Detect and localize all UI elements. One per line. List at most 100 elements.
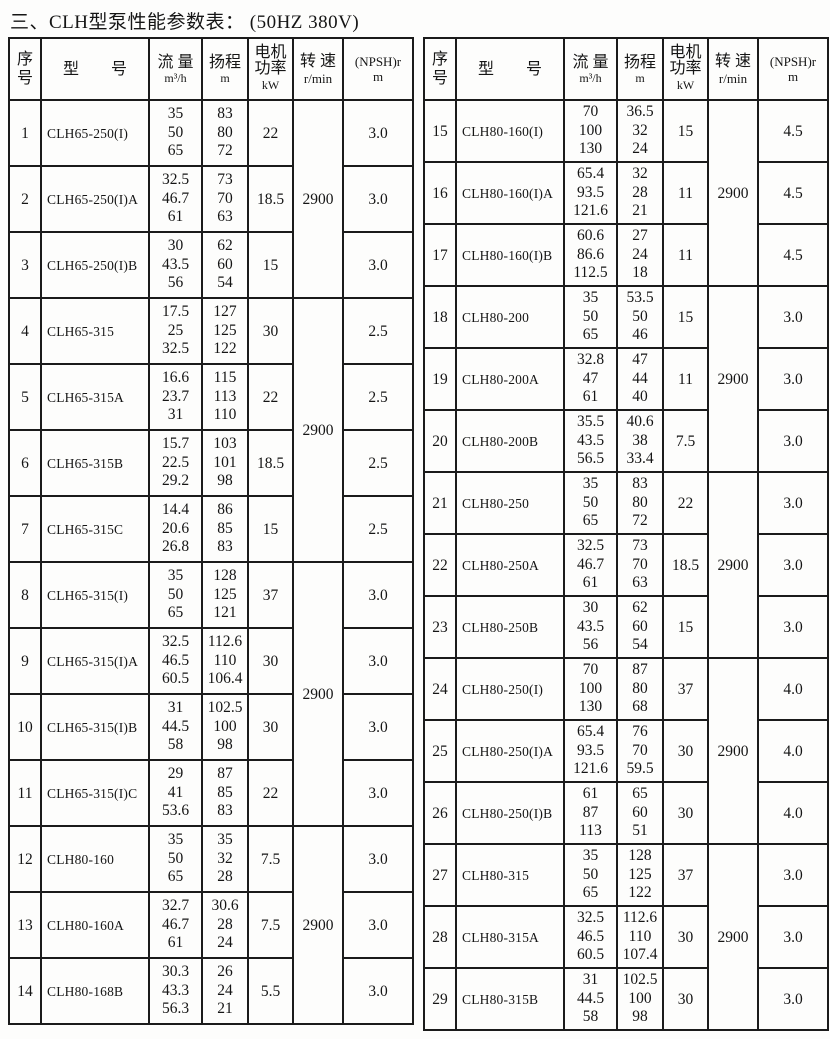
table-row: 8 CLH65-315(I) 35 50 65 128 125 121 37 2900 3.0	[8, 561, 414, 827]
model-cell: CLH80-250A	[455, 533, 565, 597]
head-cell: 127 125 122	[201, 297, 249, 365]
row-index-cell: 15	[423, 99, 457, 163]
head-cell: 47 44 40	[616, 347, 664, 411]
model-cell: CLH80-315	[455, 843, 565, 907]
model-cell: CLH80-200A	[455, 347, 565, 411]
head-cell: 27 24 18	[616, 223, 664, 287]
row-index-cell: 14	[8, 957, 42, 1025]
table-row: 14 CLH80-168B 30.3 43.3 56.3 26 24 21 5.5 3.0	[8, 957, 414, 1025]
flow-cell: 61 87 113	[563, 781, 618, 845]
power-cell: 37	[662, 657, 709, 721]
flow-cell: 30 43.5 56	[563, 595, 618, 659]
table-row: 6 CLH65-315B 15.7 22.5 29.2 103 101 98 18.5 2.5	[8, 429, 414, 497]
power-cell: 7.5	[247, 825, 294, 893]
npsh-cell: 4.0	[757, 719, 829, 783]
power-cell: 30	[662, 967, 709, 1031]
row-index-cell: 4	[8, 297, 42, 365]
model-cell: CLH65-250(I)	[40, 99, 150, 167]
col-header-power: 电机 功率 kW	[247, 37, 294, 101]
flow-cell: 14.4 20.6 26.8	[148, 495, 203, 563]
col-header-power: 电机 功率 kW	[662, 37, 709, 101]
head-cell: 102.5 100 98	[616, 967, 664, 1031]
head-cell: 102.5 100 98	[201, 693, 249, 761]
power-cell: 15	[247, 231, 294, 299]
row-index-cell: 5	[8, 363, 42, 431]
flow-cell: 32.7 46.7 61	[148, 891, 203, 959]
power-cell: 18.5	[247, 165, 294, 233]
npsh-cell: 3.0	[757, 533, 829, 597]
table-row: 19 CLH80-200A 32.8 47 61 47 44 40 11 3.0	[423, 347, 829, 411]
head-cell: 83 80 72	[201, 99, 249, 167]
model-cell: CLH80-315B	[455, 967, 565, 1031]
speed-cell: 2900	[292, 297, 344, 563]
col-header-speed: 转 速 r/min	[707, 37, 759, 101]
power-cell: 22	[247, 759, 294, 827]
table-row: 23 CLH80-250B 30 43.5 56 62 60 54 15 3.0	[423, 595, 829, 659]
head-cell: 128 125 122	[616, 843, 664, 907]
head-cell: 26 24 21	[201, 957, 249, 1025]
row-index-cell: 18	[423, 285, 457, 349]
flow-cell: 35 50 65	[563, 843, 618, 907]
model-cell: CLH80-160(I)A	[455, 161, 565, 225]
npsh-cell: 3.0	[342, 231, 414, 299]
head-cell: 36.5 32 24	[616, 99, 664, 163]
flow-cell: 70 100 130	[563, 99, 618, 163]
row-index-cell: 2	[8, 165, 42, 233]
power-cell: 22	[247, 363, 294, 431]
power-cell: 37	[662, 843, 709, 907]
model-cell: CLH65-315(I)A	[40, 627, 150, 695]
table-row: 11 CLH65-315(I)C 29 41 53.6 87 85 83 22 3.0	[8, 759, 414, 827]
row-index-cell: 27	[423, 843, 457, 907]
npsh-cell: 4.0	[757, 657, 829, 721]
power-cell: 30	[247, 627, 294, 695]
head-cell: 40.6 38 33.4	[616, 409, 664, 473]
npsh-cell: 2.5	[342, 495, 414, 563]
row-index-cell: 25	[423, 719, 457, 783]
power-cell: 15	[662, 595, 709, 659]
flow-cell: 31 44.5 58	[148, 693, 203, 761]
table-row: 24 CLH80-250(I) 70 100 130 87 80 68 37 2900 4.0	[423, 657, 829, 845]
flow-cell: 35.5 43.5 56.5	[563, 409, 618, 473]
flow-cell: 30 43.5 56	[148, 231, 203, 299]
power-cell: 15	[662, 285, 709, 349]
head-cell: 62 60 54	[201, 231, 249, 299]
head-cell: 87 85 83	[201, 759, 249, 827]
head-cell: 112.6 110 107.4	[616, 905, 664, 969]
table-row: 18 CLH80-200 35 50 65 53.5 50 46 15 2900 3.0	[423, 285, 829, 473]
flow-cell: 70 100 130	[563, 657, 618, 721]
flow-cell: 32.5 46.7 61	[148, 165, 203, 233]
model-cell: CLH80-250(I)	[455, 657, 565, 721]
power-cell: 30	[662, 781, 709, 845]
row-index-cell: 9	[8, 627, 42, 695]
head-cell: 76 70 59.5	[616, 719, 664, 783]
power-cell: 7.5	[662, 409, 709, 473]
model-cell: CLH65-315	[40, 297, 150, 365]
model-cell: CLH80-200B	[455, 409, 565, 473]
col-header-index: 序 号	[423, 37, 457, 101]
power-cell: 30	[662, 719, 709, 783]
model-cell: CLH80-160(I)B	[455, 223, 565, 287]
model-cell: CLH65-315B	[40, 429, 150, 497]
npsh-cell: 4.0	[757, 781, 829, 845]
flow-cell: 15.7 22.5 29.2	[148, 429, 203, 497]
npsh-cell: 3.0	[757, 471, 829, 535]
speed-cell: 2900	[707, 657, 759, 845]
model-cell: CLH65-315(I)B	[40, 693, 150, 761]
head-cell: 53.5 50 46	[616, 285, 664, 349]
right-table-body: 15 CLH80-160(I) 70 100 130 36.5 32 24 15 2900 4.5 1…	[423, 99, 829, 1031]
npsh-cell: 3.0	[757, 409, 829, 473]
col-header-speed: 转 速 r/min	[292, 37, 344, 101]
row-index-cell: 13	[8, 891, 42, 959]
npsh-cell: 2.5	[342, 429, 414, 497]
table-row: 17 CLH80-160(I)B 60.6 86.6 112.5 27 24 18 11 4.5	[423, 223, 829, 287]
head-cell: 86 85 83	[201, 495, 249, 563]
npsh-cell: 3.0	[342, 627, 414, 695]
model-cell: CLH65-250(I)B	[40, 231, 150, 299]
head-cell: 103 101 98	[201, 429, 249, 497]
col-header-head: 扬程 m	[201, 37, 249, 101]
model-cell: CLH80-250B	[455, 595, 565, 659]
npsh-cell: 3.0	[342, 165, 414, 233]
npsh-cell: 4.5	[757, 223, 829, 287]
row-index-cell: 6	[8, 429, 42, 497]
